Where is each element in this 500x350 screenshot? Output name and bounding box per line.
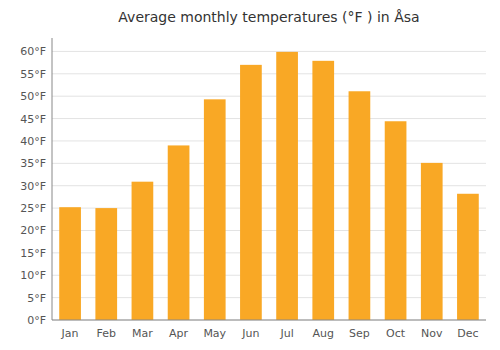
y-tick-label: 60°F	[20, 45, 46, 58]
bar	[312, 61, 334, 320]
title: Average monthly temperatures (°F ) in Ås…	[118, 9, 419, 25]
x-tick-label: Jun	[241, 327, 259, 340]
bar	[132, 182, 154, 320]
y-tick-label: 5°F	[27, 292, 46, 305]
y-tick-label: 45°F	[20, 113, 46, 126]
y-tick-label: 0°F	[27, 314, 46, 327]
bar	[240, 65, 262, 320]
y-tick-label: 35°F	[20, 157, 46, 170]
x-tick-label: Sep	[349, 327, 370, 340]
bar	[421, 163, 443, 320]
grid-line	[52, 320, 486, 321]
x-tick-label: Feb	[97, 327, 116, 340]
x-tick-label: Jul	[279, 327, 293, 340]
grid-line	[52, 51, 486, 52]
bar	[59, 207, 81, 320]
bar	[168, 145, 190, 320]
x-axis-line	[52, 320, 486, 321]
x-tick-label: May	[203, 327, 226, 340]
x-tick-label: Aug	[313, 327, 334, 340]
x-tick-label: Nov	[421, 327, 443, 340]
y-tick-label: 50°F	[20, 90, 46, 103]
y-tick-label: 25°F	[20, 202, 46, 215]
x-tick-label: Jan	[61, 327, 79, 340]
y-tick-label: 10°F	[20, 269, 46, 282]
grid-line	[52, 73, 486, 74]
y-tick-label: 40°F	[20, 135, 46, 148]
y-tick-label: 20°F	[20, 224, 46, 237]
grid-line	[52, 96, 486, 97]
x-tick-label: Dec	[457, 327, 478, 340]
grid-line	[52, 118, 486, 119]
x-tick-label: Apr	[169, 327, 189, 340]
bar	[204, 99, 226, 320]
bar	[349, 91, 371, 320]
chart: Average monthly temperatures (°F ) in Ås…	[0, 0, 500, 350]
bar	[385, 121, 407, 320]
bars	[59, 52, 479, 320]
grid-line	[52, 140, 486, 141]
bar	[95, 208, 117, 320]
y-tick-label: 30°F	[20, 180, 46, 193]
grid	[52, 51, 486, 320]
bar	[457, 194, 479, 320]
y-tick-label: 15°F	[20, 247, 46, 260]
x-tick-label: Oct	[386, 327, 406, 340]
bar	[276, 52, 298, 320]
y-tick-label: 55°F	[20, 68, 46, 81]
x-tick-label: Mar	[132, 327, 153, 340]
y-axis-line	[52, 38, 53, 320]
